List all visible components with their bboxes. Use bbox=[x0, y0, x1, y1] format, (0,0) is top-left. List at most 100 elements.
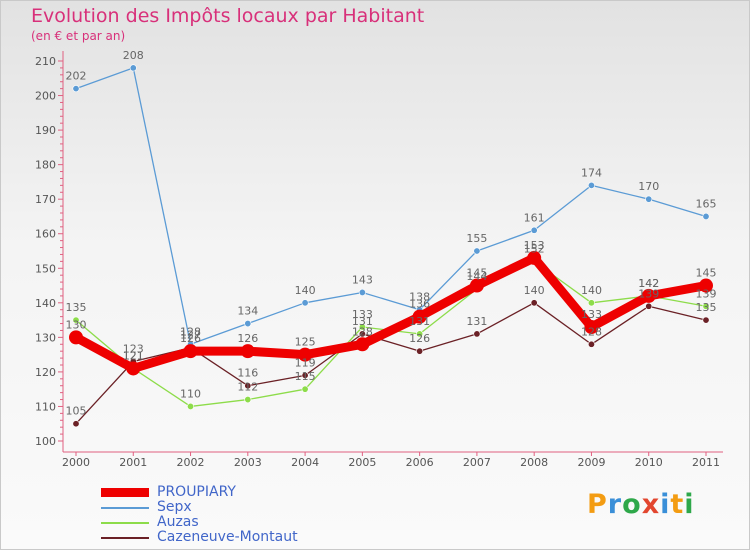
data-point-auzas bbox=[416, 330, 424, 338]
data-point-sepx bbox=[702, 212, 710, 220]
chart-legend: PROUPIARY Sepx Auzas Cazeneuve-Montaut bbox=[101, 484, 351, 545]
data-point-auzas bbox=[702, 302, 710, 310]
data-label-cazeneuve-montaut: 135 bbox=[696, 301, 717, 314]
data-point-proupiary bbox=[412, 309, 427, 324]
x-tick-label: 2004 bbox=[291, 456, 319, 469]
data-point-cazeneuve-montaut bbox=[416, 347, 424, 355]
data-label-cazeneuve-montaut: 119 bbox=[295, 356, 316, 369]
data-label-sepx: 208 bbox=[123, 49, 144, 62]
legend-swatch-sepx bbox=[101, 507, 149, 509]
y-tick-label: 190 bbox=[35, 124, 56, 137]
data-label-sepx: 170 bbox=[638, 180, 659, 193]
y-tick-label: 180 bbox=[35, 159, 56, 172]
y-tick-label: 130 bbox=[35, 331, 56, 344]
data-point-sepx bbox=[358, 288, 366, 296]
data-label-auzas: 133 bbox=[352, 308, 373, 321]
data-point-auzas bbox=[587, 299, 595, 307]
data-label-proupiary: 142 bbox=[638, 277, 659, 290]
y-tick-label: 160 bbox=[35, 228, 56, 241]
chart-subtitle: (en € et par an) bbox=[31, 29, 126, 43]
data-point-auzas bbox=[244, 396, 252, 404]
data-label-cazeneuve-montaut: 139 bbox=[638, 287, 659, 300]
data-label-proupiary: 126 bbox=[180, 332, 201, 345]
data-label-cazeneuve-montaut: 126 bbox=[409, 332, 430, 345]
data-point-proupiary bbox=[298, 347, 313, 362]
data-label-proupiary: 126 bbox=[237, 332, 258, 345]
x-tick-label: 2002 bbox=[177, 456, 205, 469]
y-tick-label: 150 bbox=[35, 262, 56, 275]
legend-swatch-auzas bbox=[101, 522, 149, 524]
data-point-cazeneuve-montaut bbox=[358, 330, 366, 338]
data-label-auzas: 139 bbox=[696, 287, 717, 300]
data-point-proupiary bbox=[126, 361, 141, 376]
data-point-auzas bbox=[72, 316, 80, 324]
x-tick-label: 2007 bbox=[463, 456, 491, 469]
data-point-cazeneuve-montaut bbox=[72, 420, 80, 428]
legend-label-auzas: Auzas bbox=[157, 514, 199, 530]
data-label-auzas: 131 bbox=[409, 315, 430, 328]
data-point-proupiary bbox=[183, 344, 198, 359]
data-label-auzas: 115 bbox=[295, 370, 316, 383]
data-label-sepx: 140 bbox=[295, 284, 316, 297]
data-label-sepx: 165 bbox=[696, 197, 717, 210]
data-label-cazeneuve-montaut: 127 bbox=[180, 329, 201, 342]
series-line-sepx bbox=[75, 67, 707, 345]
x-tick-label: 2010 bbox=[635, 456, 663, 469]
data-point-cazeneuve-montaut bbox=[301, 371, 309, 379]
data-point-sepx bbox=[530, 226, 538, 234]
data-label-cazeneuve-montaut: 131 bbox=[466, 315, 487, 328]
data-label-sepx: 202 bbox=[66, 70, 87, 83]
data-point-proupiary bbox=[699, 278, 713, 293]
x-tick-label: 2001 bbox=[119, 456, 147, 469]
data-point-proupiary bbox=[584, 320, 599, 334]
x-tick-label: 2003 bbox=[234, 456, 262, 469]
data-label-auzas: 112 bbox=[237, 381, 258, 394]
data-label-sepx: 143 bbox=[352, 273, 373, 286]
data-label-cazeneuve-montaut: 140 bbox=[524, 284, 545, 297]
data-point-proupiary bbox=[355, 337, 370, 352]
data-label-cazeneuve-montaut: 105 bbox=[66, 405, 87, 418]
x-tick-label: 2000 bbox=[62, 456, 90, 469]
data-label-cazeneuve-montaut: 131 bbox=[352, 315, 373, 328]
legend-item-auzas: Auzas bbox=[101, 514, 351, 530]
data-label-auzas: 121 bbox=[123, 349, 144, 362]
data-point-cazeneuve-montaut bbox=[587, 340, 595, 348]
y-tick-label: 120 bbox=[35, 366, 56, 379]
data-label-auzas: 135 bbox=[66, 301, 87, 314]
data-point-proupiary bbox=[527, 250, 542, 265]
data-point-sepx bbox=[301, 299, 309, 307]
y-tick-label: 140 bbox=[35, 297, 56, 310]
legend-label-proupiary: PROUPIARY bbox=[157, 484, 236, 500]
data-label-sepx: 138 bbox=[409, 291, 430, 304]
data-label-cazeneuve-montaut: 128 bbox=[581, 325, 602, 338]
legend-label-sepx: Sepx bbox=[157, 499, 192, 515]
x-tick-label: 2008 bbox=[520, 456, 548, 469]
legend-item-sepx: Sepx bbox=[101, 499, 351, 515]
legend-swatch-cazeneuve-montaut bbox=[101, 537, 149, 539]
data-point-cazeneuve-montaut bbox=[530, 299, 538, 307]
data-point-cazeneuve-montaut bbox=[702, 316, 710, 324]
data-point-cazeneuve-montaut bbox=[645, 302, 653, 310]
data-label-proupiary: 136 bbox=[409, 298, 430, 311]
proxiti-logo: Proxiti bbox=[587, 489, 695, 520]
data-point-proupiary bbox=[641, 288, 656, 303]
series-line-proupiary bbox=[71, 253, 711, 373]
y-tick-label: 110 bbox=[35, 400, 56, 413]
data-point-auzas bbox=[358, 323, 366, 331]
x-tick-label: 2006 bbox=[406, 456, 434, 469]
data-point-proupiary bbox=[469, 278, 484, 293]
data-label-auzas: 142 bbox=[638, 277, 659, 290]
data-point-sepx bbox=[645, 195, 653, 203]
data-label-sepx: 128 bbox=[180, 325, 201, 338]
data-label-auzas: 140 bbox=[581, 284, 602, 297]
data-label-proupiary: 133 bbox=[581, 308, 602, 321]
data-point-sepx bbox=[587, 181, 595, 189]
data-label-proupiary: 130 bbox=[66, 318, 87, 331]
data-point-proupiary bbox=[240, 344, 255, 359]
data-point-cazeneuve-montaut bbox=[473, 330, 481, 338]
y-tick-label: 100 bbox=[35, 435, 56, 448]
chart-title: Evolution des Impôts locaux par Habitant bbox=[31, 5, 425, 27]
data-point-auzas bbox=[301, 385, 309, 393]
